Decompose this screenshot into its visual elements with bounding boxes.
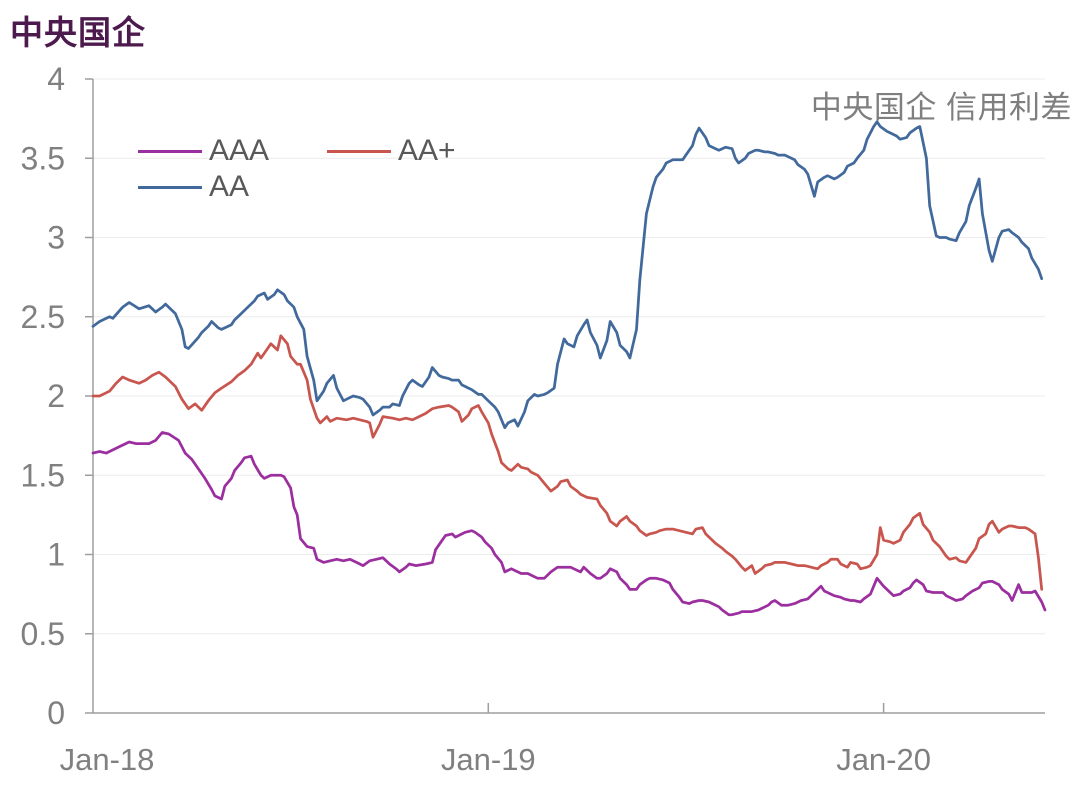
legend-item-AAA: AAA [138,134,270,167]
legend-label: AA [209,170,250,203]
legend-item-AA+: AA+ [327,134,456,167]
y-axis-label: 4 [47,61,65,97]
y-axis-label: 3 [47,220,65,256]
x-axis-label: Jan-20 [836,742,931,777]
y-axis-label: 3.5 [21,140,65,176]
legend-swatch-AA+ [327,149,391,153]
legend-label: AAA [209,134,270,167]
legend-swatch-AA [138,185,202,189]
y-axis-label: 1 [47,537,65,573]
y-axis-label: 2 [47,378,65,414]
x-axis-label: Jan-18 [60,742,155,777]
y-axis-label: 1.5 [21,457,65,493]
legend-swatch-AAA [138,149,202,153]
legend-item-AA: AA [138,170,250,203]
y-axis-label: 0.5 [21,616,65,652]
y-axis-label: 2.5 [21,299,65,335]
series-line-AAA [91,431,1047,617]
series-line-AA+ [91,334,1044,591]
x-axis-label: Jan-19 [441,742,536,777]
series-line-AA [91,120,1044,430]
legend-label: AA+ [398,134,456,167]
page-title: 中央国企 [10,14,146,51]
y-axis-label: 0 [47,695,65,731]
chart-annotation: 中央国企 信用利差 [810,90,1072,125]
